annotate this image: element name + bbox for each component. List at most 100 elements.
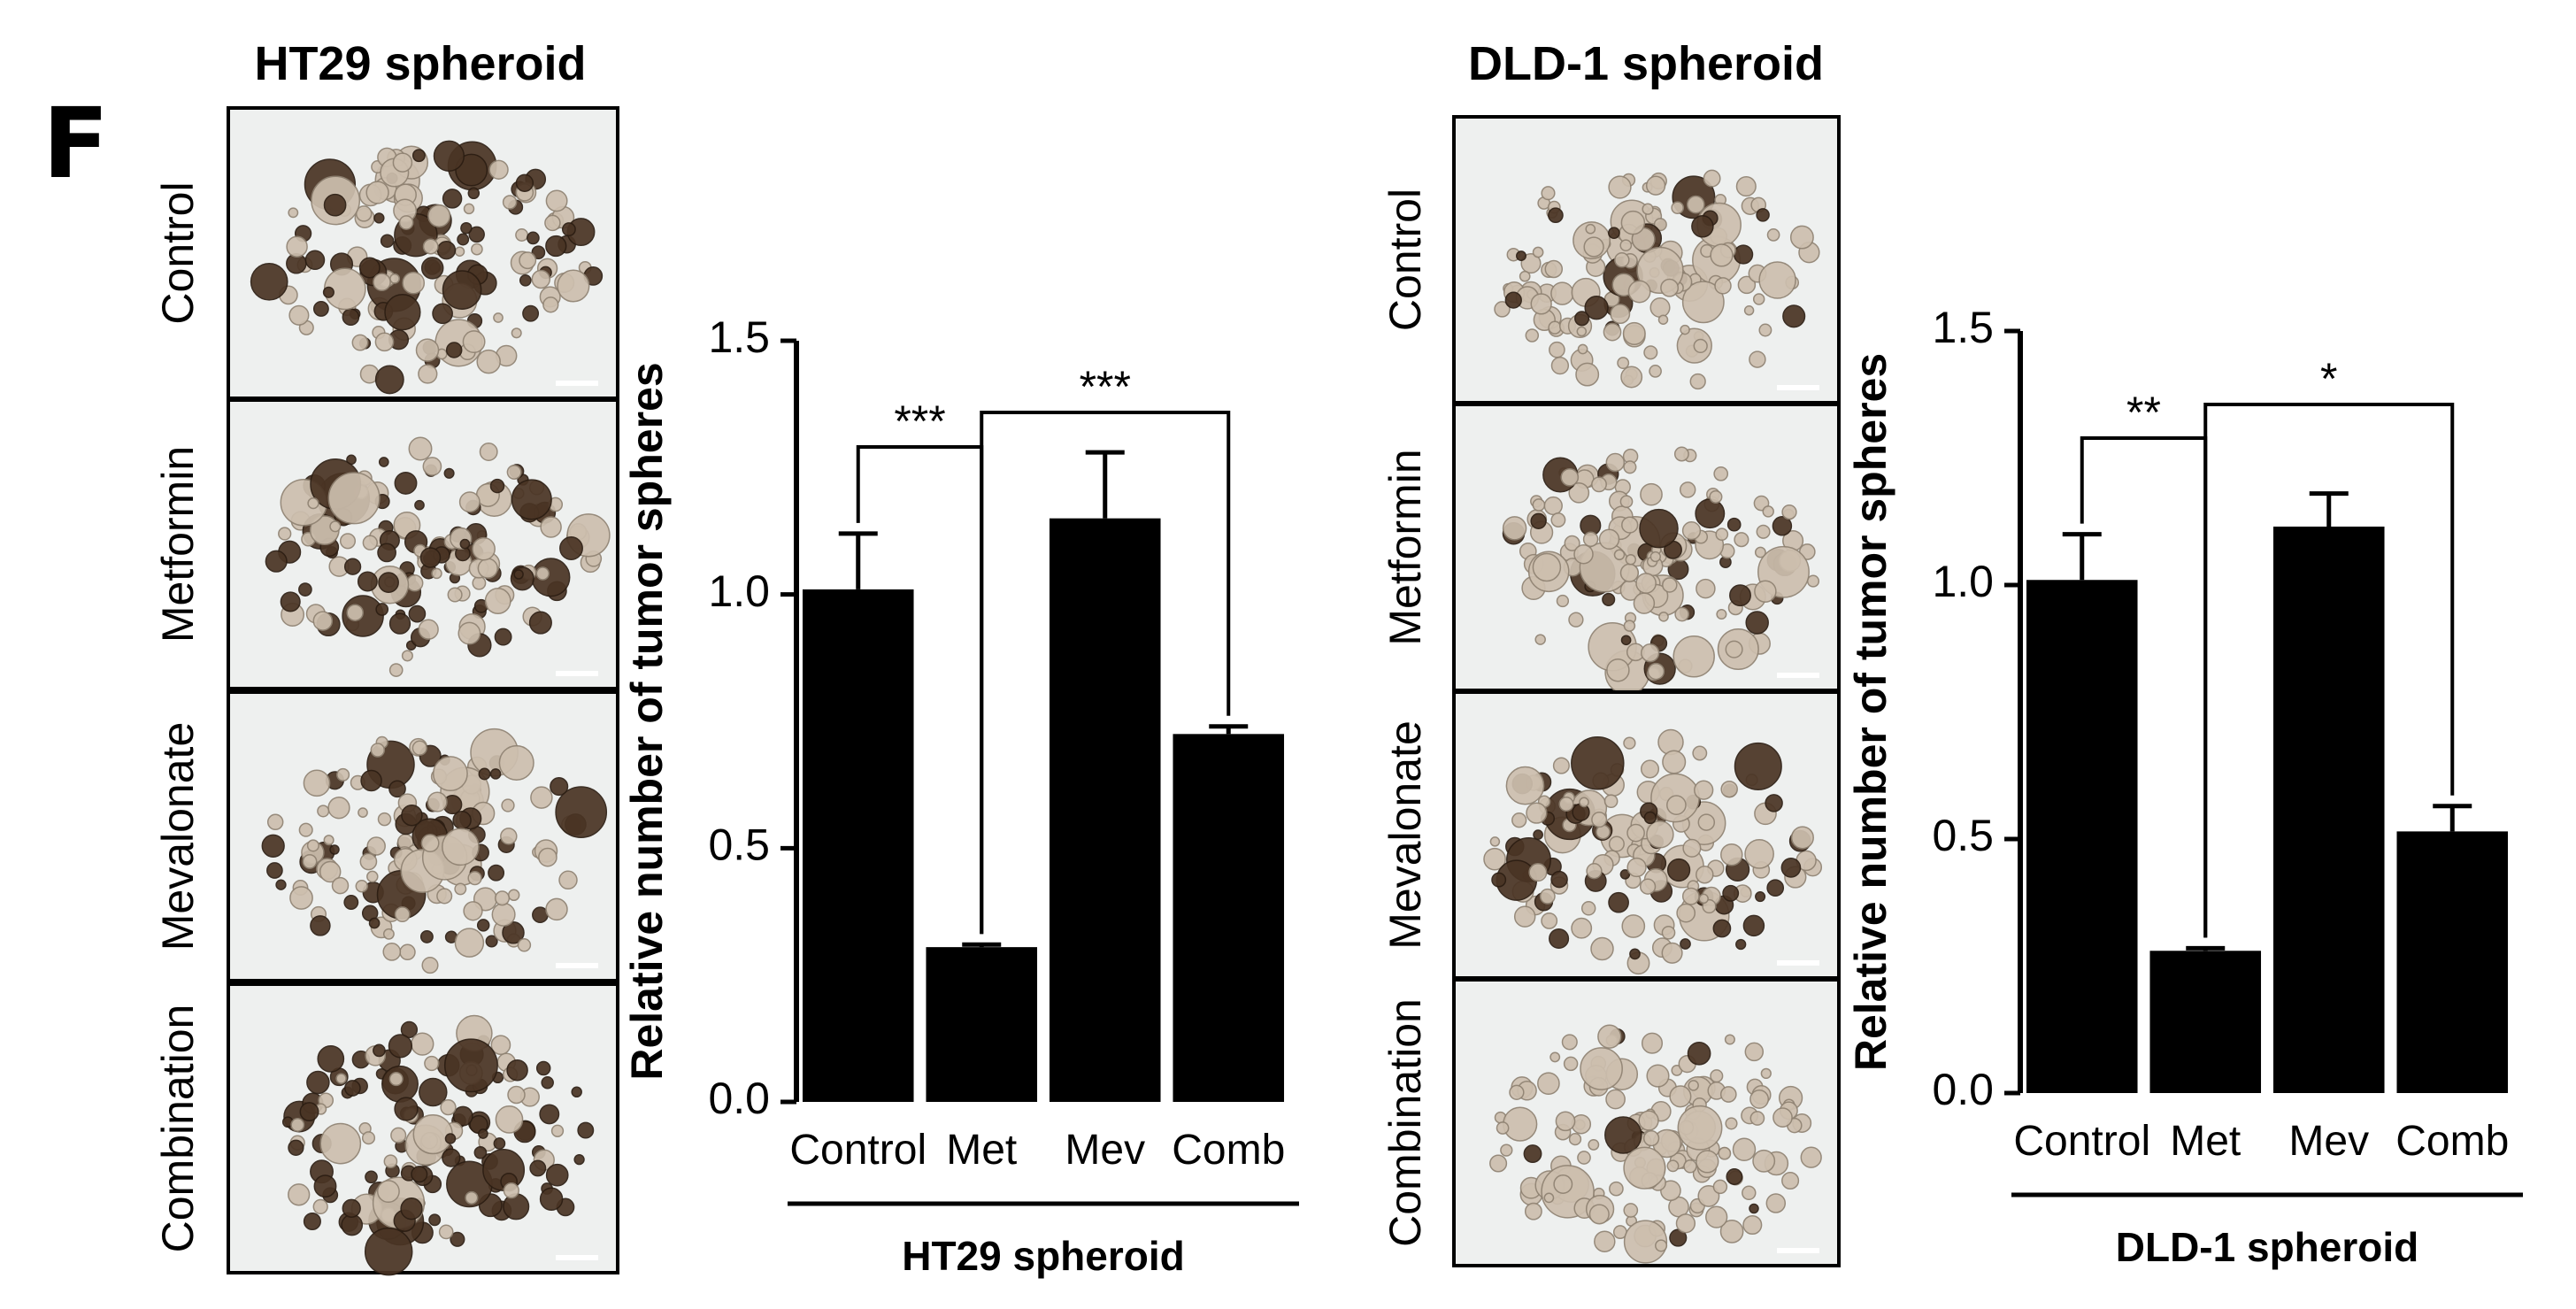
spheroid	[1712, 1179, 1728, 1195]
spheroid	[450, 1231, 465, 1247]
spheroid	[541, 1075, 554, 1090]
spheroid	[519, 251, 537, 270]
spheroid	[1742, 1214, 1763, 1236]
y-tick-label: 1.5	[1932, 303, 1994, 352]
spheroid	[1666, 1159, 1680, 1173]
spheroid	[1549, 341, 1565, 358]
spheroid	[428, 1213, 442, 1227]
spheroid	[462, 330, 486, 354]
spheroid	[1658, 611, 1669, 622]
spheroid	[447, 587, 463, 603]
row-label: Metformin	[1380, 449, 1430, 645]
spheroid	[1649, 551, 1661, 563]
spheroid	[1657, 314, 1669, 325]
spheroid	[288, 1183, 311, 1206]
spheroid	[500, 828, 518, 845]
spheroid	[528, 611, 552, 635]
bar-control	[802, 589, 914, 1102]
spheroid	[432, 303, 453, 325]
spheroid	[545, 897, 568, 921]
spheroid	[1520, 253, 1542, 274]
spheroid	[312, 300, 329, 317]
spheroid	[1639, 508, 1679, 549]
spheroid	[1585, 223, 1596, 235]
spheroid	[442, 1148, 461, 1167]
spheroid	[1629, 948, 1641, 960]
spheroid	[1675, 1213, 1696, 1234]
spheroid	[1743, 305, 1755, 316]
spheroid	[1647, 662, 1665, 681]
spheroid	[414, 499, 425, 511]
spheroid	[1755, 891, 1766, 903]
spheroid	[454, 246, 465, 257]
spheroid	[1760, 1067, 1772, 1080]
ht29-micrographs: HT29 spheroid Control Metformin Mevalonate…	[153, 37, 619, 1276]
spheroid	[310, 915, 331, 936]
x-tick-label: Comb	[1172, 1127, 1285, 1174]
x-tick-label: Control	[789, 1127, 927, 1174]
spheroid	[506, 465, 522, 480]
spheroid	[1806, 574, 1820, 588]
spheroid	[370, 743, 386, 758]
spheroid	[382, 943, 402, 961]
spheroid	[1534, 634, 1546, 645]
spheroid	[359, 852, 378, 871]
spheroid	[1619, 239, 1633, 252]
spheroid	[467, 870, 482, 886]
spheroid	[343, 895, 359, 910]
spheroid	[1681, 887, 1700, 905]
spheroid	[1683, 1159, 1697, 1174]
scale-bar	[556, 381, 598, 386]
spheroid	[484, 588, 511, 614]
spheroid	[343, 558, 362, 575]
spheroid	[460, 221, 473, 235]
spheroid	[454, 928, 485, 958]
spheroid	[1640, 759, 1660, 779]
spheroid	[507, 1085, 526, 1105]
spheroid	[329, 844, 340, 855]
spheroid	[1752, 293, 1765, 305]
spheroid	[1734, 742, 1782, 790]
spheroid	[288, 304, 310, 326]
spheroid	[1677, 1105, 1723, 1151]
spheroid	[444, 1133, 457, 1144]
spheroid	[1643, 345, 1658, 360]
spheroid	[442, 189, 463, 209]
spheroid	[1718, 1146, 1732, 1160]
spheroid	[1560, 467, 1580, 487]
spheroid	[266, 813, 284, 831]
spheroid	[388, 663, 404, 677]
spheroid	[440, 1098, 457, 1116]
spheroid	[288, 1139, 304, 1156]
spheroid	[1555, 1111, 1576, 1132]
spheroid	[266, 862, 283, 879]
spheroid	[517, 938, 532, 952]
spheroid	[1571, 917, 1593, 939]
row-label: Control	[153, 181, 203, 324]
spheroid	[1537, 1072, 1560, 1096]
spheroid	[357, 571, 378, 592]
spheroid	[319, 1122, 362, 1165]
spheroid	[1617, 357, 1630, 370]
spheroid	[1714, 277, 1732, 295]
spheroid	[327, 472, 381, 525]
micrograph-0	[227, 106, 619, 400]
y-axis-label: Relative number of tumor spheres	[622, 362, 672, 1080]
spheroid	[365, 1170, 378, 1184]
spheroid	[1676, 903, 1696, 923]
scale-bar	[556, 671, 598, 676]
significance-label: ***	[894, 397, 945, 446]
spheroid	[1645, 175, 1666, 196]
spheroid	[511, 479, 552, 520]
spheroid	[1766, 879, 1785, 897]
spheroid	[1483, 847, 1506, 871]
spheroid	[422, 457, 442, 476]
spheroid	[286, 235, 308, 258]
spheroid	[501, 798, 515, 812]
x-tick-label: Comb	[2395, 1118, 2509, 1165]
spheroid	[1619, 869, 1631, 880]
ht29-bar-chart: 0.0 0.5 1.0 1.5 Relative number of tumor sph…	[622, 312, 1299, 1279]
dld1-title: DLD-1 spheroid	[1468, 37, 1824, 90]
spheroid	[1692, 745, 1708, 761]
spheroid	[411, 1032, 434, 1056]
